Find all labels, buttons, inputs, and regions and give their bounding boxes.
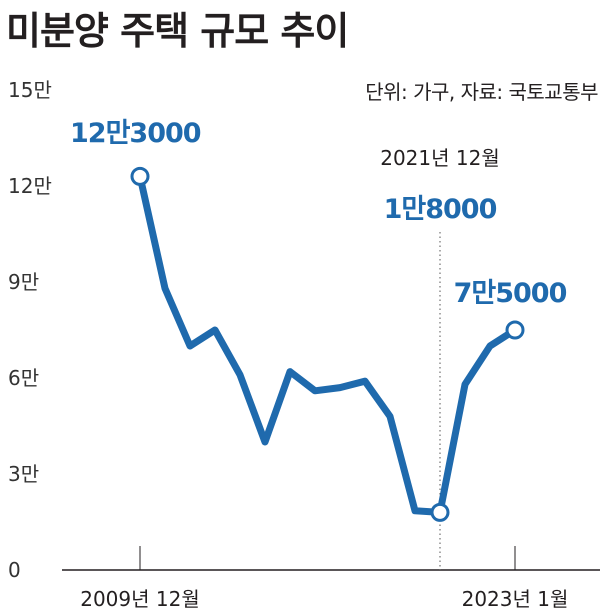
y-tick-label-4: 12만 <box>8 174 52 198</box>
data-point-marker-2 <box>505 320 525 340</box>
unit-source-note: 단위: 가구, 자료: 국토교통부 <box>365 80 598 104</box>
y-tick-label-5: 15만 <box>8 78 52 102</box>
annotation-low-date: 2021년 12월 <box>380 146 500 170</box>
data-point-marker-1 <box>430 502 450 522</box>
y-tick-label-1: 3만 <box>8 462 39 486</box>
y-tick-label-3: 9만 <box>8 270 39 294</box>
page-title: 미분양 주택 규모 추이 <box>6 9 349 53</box>
x-tick-label-0: 2009년 12월 <box>80 587 200 611</box>
y-tick-label-2: 6만 <box>8 366 39 390</box>
annotation-latest-value: 7만5000 <box>454 278 567 309</box>
data-point-marker-0 <box>130 166 150 186</box>
y-tick-label-0: 0 <box>8 558 21 582</box>
series-line <box>136 172 519 516</box>
annotation-low-value: 1만8000 <box>384 194 497 225</box>
x-tick-label-1: 2023년 1월 <box>462 587 569 611</box>
annotation-peak-value: 12만3000 <box>70 118 201 149</box>
